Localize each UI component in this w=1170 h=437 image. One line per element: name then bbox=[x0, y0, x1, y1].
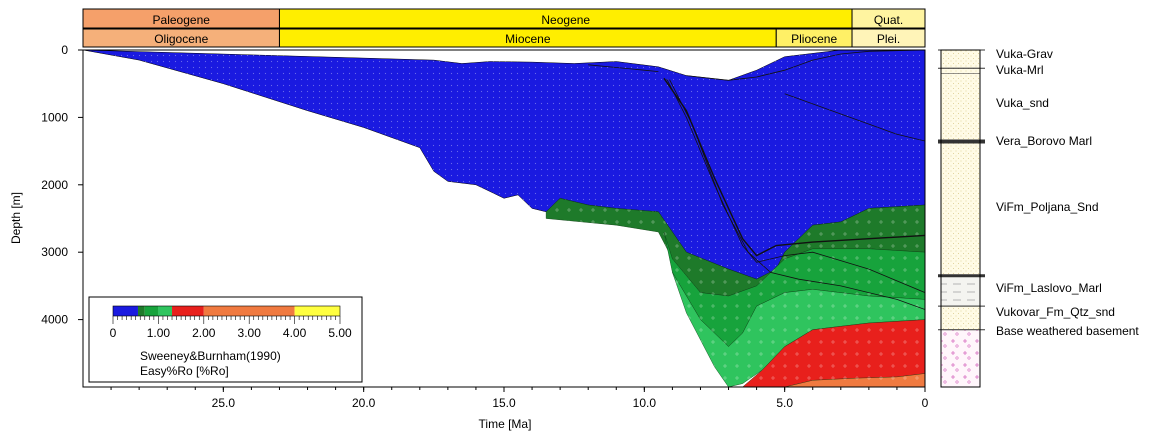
column-unit-label: Vuka-Grav bbox=[996, 47, 1053, 61]
column-unit-label: ViFm_Laslovo_Marl bbox=[996, 281, 1102, 295]
horizon-line bbox=[784, 93, 925, 142]
legend-band bbox=[144, 306, 159, 316]
legend-band bbox=[294, 306, 340, 316]
x-tick-label: 15.0 bbox=[492, 396, 516, 410]
epoch-label: Pliocene bbox=[791, 32, 837, 46]
legend-band bbox=[158, 306, 173, 316]
column-unit-label: Base weathered basement bbox=[996, 324, 1139, 338]
maturity-zone-red-texture bbox=[742, 319, 925, 387]
column-unit bbox=[940, 49, 981, 69]
legend-tick-label: 0 bbox=[110, 326, 117, 340]
maturity-zone-green-mid-texture bbox=[664, 232, 925, 347]
y-tick-label: 3000 bbox=[41, 245, 68, 259]
column-unit bbox=[940, 73, 981, 142]
maturity-zone-green-upper-texture bbox=[546, 198, 925, 296]
legend-band bbox=[203, 306, 295, 316]
x-axis-label: Time [Ma] bbox=[479, 417, 532, 431]
column-unit-label: Vukovar_Fm_Qtz_snd bbox=[996, 305, 1115, 319]
epoch-label: Miocene bbox=[505, 32, 551, 46]
legend-model-label: Sweeney&Burnham(1990) bbox=[140, 349, 281, 363]
y-tick-label: 0 bbox=[61, 43, 68, 57]
legend-color-bar bbox=[112, 305, 341, 317]
burial-plot bbox=[83, 50, 925, 387]
period-label: Quat. bbox=[874, 13, 903, 27]
legend-band bbox=[172, 306, 204, 316]
immature-zone-texture bbox=[83, 50, 925, 280]
period-label: Neogene bbox=[541, 13, 590, 27]
x-tick-label: 10.0 bbox=[633, 396, 657, 410]
y-tick-label: 2000 bbox=[41, 178, 68, 192]
column-unit bbox=[940, 275, 981, 307]
legend-band bbox=[137, 306, 145, 316]
legend-tick-label: 2.00 bbox=[192, 326, 216, 340]
column-unit-label: ViFm_Poljana_Snd bbox=[996, 200, 1099, 214]
legend-tick-label: 5.00 bbox=[328, 326, 352, 340]
period-label: Paleogene bbox=[153, 13, 211, 27]
y-tick-label: 1000 bbox=[41, 110, 68, 124]
maturity-zone-green-deep-texture bbox=[672, 272, 925, 387]
maturity-legend: 0 1.00 2.00 3.00 4.00 5.00 Sweeney&Burnham(19… bbox=[88, 296, 363, 383]
column-unit bbox=[940, 67, 981, 74]
column-unit-label: Vuka_snd bbox=[996, 96, 1049, 110]
column-frame bbox=[940, 49, 981, 388]
horizon-line bbox=[666, 78, 925, 293]
column-unit bbox=[940, 142, 981, 277]
legend-tick-label: 4.00 bbox=[283, 326, 307, 340]
column-unit bbox=[940, 329, 981, 388]
legend-tick-label: 3.00 bbox=[238, 326, 262, 340]
column-unit-label: Vuka-Mrl bbox=[996, 63, 1044, 77]
column-unit bbox=[940, 305, 981, 330]
x-tick-label: 25.0 bbox=[212, 396, 236, 410]
x-tick-label: 0 bbox=[922, 396, 929, 410]
horizon-line bbox=[588, 64, 659, 72]
x-tick-label: 5.0 bbox=[776, 396, 793, 410]
epoch-label: Plei. bbox=[877, 32, 900, 46]
legend-tick-label: 1.00 bbox=[147, 326, 171, 340]
horizon-line bbox=[669, 79, 925, 310]
y-tick-label: 4000 bbox=[41, 313, 68, 327]
column-unit-label: Vera_Borovo Marl bbox=[996, 134, 1092, 148]
x-tick-label: 20.0 bbox=[352, 396, 376, 410]
stratigraphic-column: Vuka-Grav Vuka-Mrl Vuka_snd Vera_Borovo Mar… bbox=[938, 47, 1139, 388]
epoch-cell bbox=[851, 28, 926, 48]
period-cell bbox=[851, 8, 926, 29]
legend-ticks: 0 1.00 2.00 3.00 4.00 5.00 bbox=[110, 316, 352, 340]
y-axis-label: Depth [m] bbox=[9, 192, 23, 244]
legend-quantity-label: Easy%Ro [%Ro] bbox=[140, 364, 229, 378]
legend-band bbox=[113, 306, 138, 316]
geologic-timescale: Paleogene Neogene Quat. Oligocene Miocene Pli… bbox=[82, 8, 926, 48]
epoch-label: Oligocene bbox=[154, 32, 208, 46]
horizon-line bbox=[686, 50, 925, 81]
maturity-zone-orange-texture bbox=[784, 373, 925, 387]
